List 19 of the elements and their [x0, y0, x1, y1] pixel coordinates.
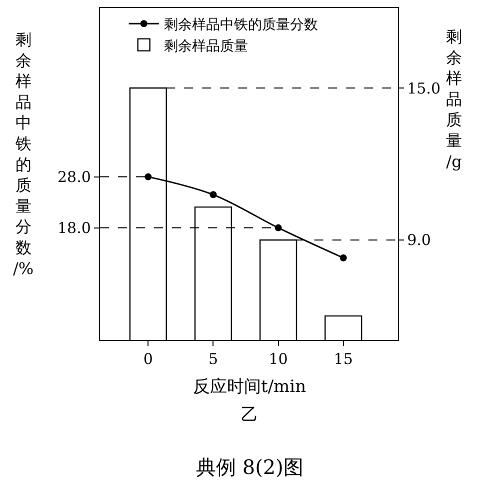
- point: [210, 191, 217, 198]
- x-tick-label: 10: [268, 350, 288, 368]
- text: 乙: [241, 405, 258, 425]
- text: 剩余样品中铁的质量分数/%: [13, 30, 34, 278]
- y-tick-label: 18.0: [57, 219, 91, 238]
- y-tick-label: 28.0: [57, 168, 91, 186]
- point: [274, 224, 282, 232]
- text: 典例 8(2)图: [196, 455, 304, 479]
- y2-tick-label: 9.0: [407, 231, 431, 250]
- point: [340, 254, 347, 262]
- legend-label: 剩余样品中铁的质量分数: [164, 17, 318, 34]
- x-tick-label: 15: [334, 350, 353, 368]
- x-tick-label: 5: [208, 350, 218, 368]
- x-tick-label: 0: [143, 350, 153, 368]
- x-axis-title: 反应时间t/min: [193, 377, 306, 397]
- y2-tick-label: 15.0: [407, 79, 441, 98]
- y2-axis-title: 剩余样品质量/g: [446, 27, 462, 171]
- legend-label: 剩余样品质量: [164, 38, 248, 54]
- point: [144, 173, 152, 180]
